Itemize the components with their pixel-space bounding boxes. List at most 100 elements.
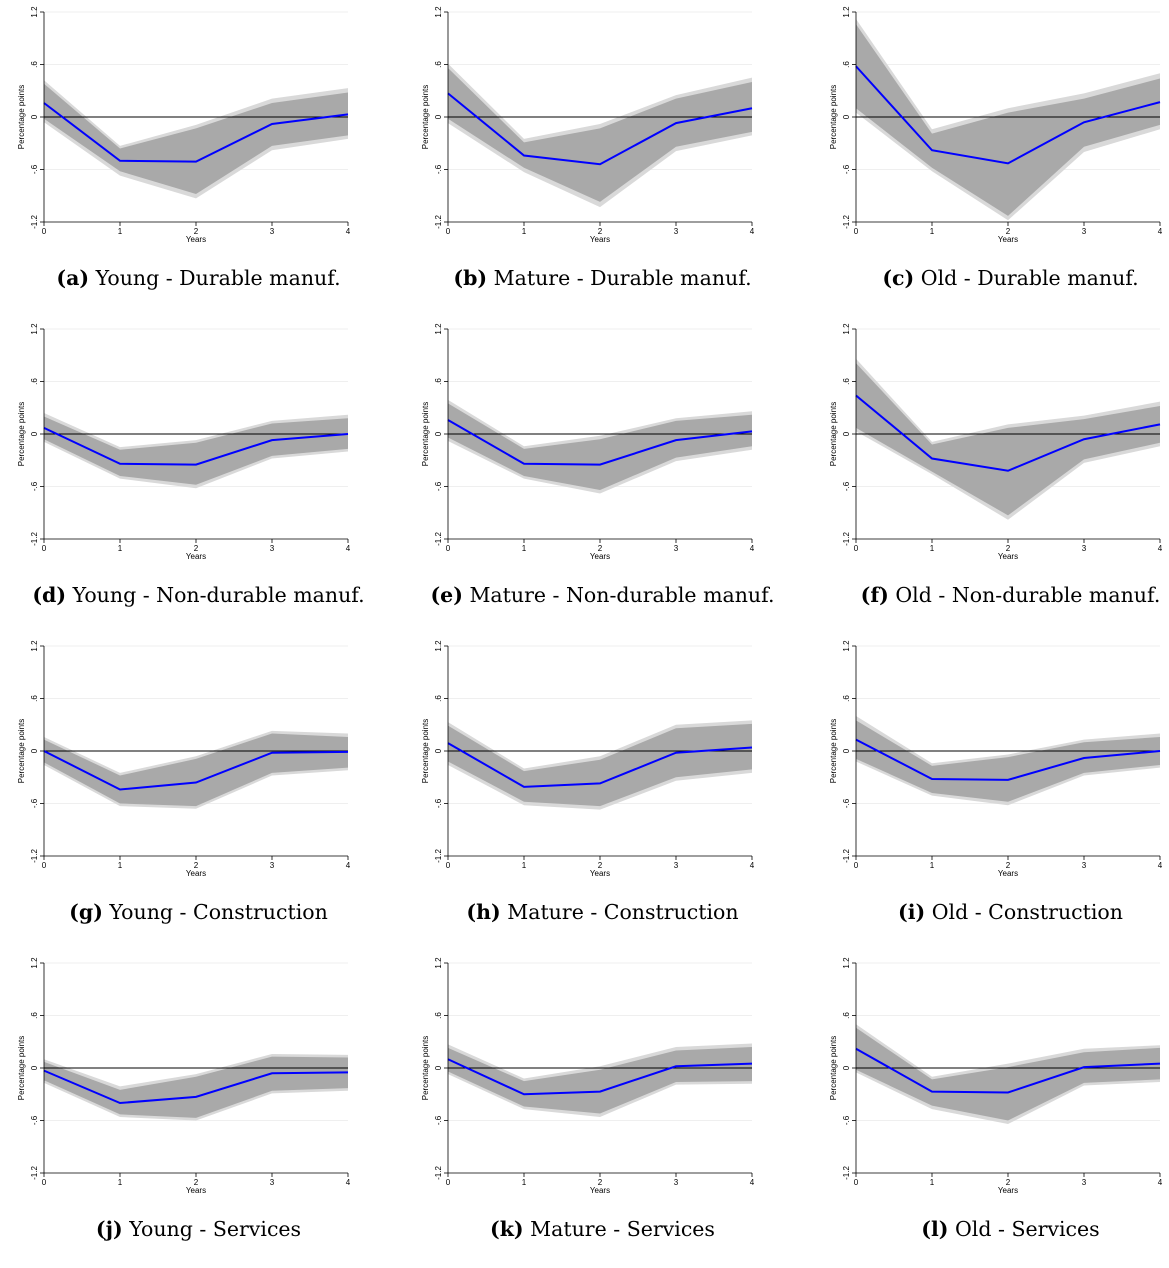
chart-caption: (f) Old - Non-durable manuf.	[816, 583, 1169, 607]
x-axis-title: Years	[998, 235, 1018, 244]
y-tick-label: -1.2	[842, 849, 851, 863]
y-tick-label: -.6	[434, 481, 443, 491]
y-tick-label: -.6	[30, 164, 39, 174]
x-tick-label: 4	[750, 861, 755, 870]
x-axis-title: Years	[998, 552, 1018, 561]
y-tick-label: 1.2	[842, 957, 851, 969]
y-tick-label: -1.2	[434, 532, 443, 546]
chart-svg: -1.2 -.6 0 .6 1.2 0 1 2 3 4 Years Percentage points	[8, 638, 355, 888]
y-tick-label: .6	[30, 1012, 39, 1019]
x-tick-label: 3	[674, 861, 679, 870]
estimate-line	[855, 738, 1161, 781]
y-tick-label: 0	[30, 1065, 39, 1070]
y-tick-label: 0	[434, 431, 443, 436]
caption-text: Young - Services	[122, 1217, 302, 1241]
caption-text: Old - Services	[948, 1217, 1100, 1241]
x-tick-label: 0	[446, 1178, 451, 1187]
x-tick-label: 2	[194, 227, 199, 236]
estimate-line	[855, 1047, 1161, 1094]
ci-band-inner	[856, 363, 1160, 516]
y-tick-label: -.6	[434, 1115, 443, 1125]
chart-caption: (a) Young - Durable manuf.	[4, 266, 393, 290]
caption-text: Young - Durable manuf.	[89, 266, 341, 290]
chart-svg: -1.2 -.6 0 .6 1.2 0 1 2 3 4 Years Percentage points	[412, 955, 759, 1205]
y-axis-title: Percentage points	[829, 719, 838, 784]
chart-caption: (d) Young - Non-durable manuf.	[4, 583, 393, 607]
estimate-line	[447, 419, 753, 466]
x-tick-label: 0	[854, 227, 859, 236]
chart-panel: -1.2 -.6 0 .6 1.2 0 1 2 3 4 Years Percentage points…	[816, 321, 1169, 634]
x-tick-label: 2	[194, 861, 199, 870]
x-axis-title: Years	[998, 869, 1018, 878]
caption-label: (h)	[466, 900, 501, 924]
x-axis-title: Years	[998, 1186, 1018, 1195]
y-tick-label: -1.2	[30, 1166, 39, 1180]
y-tick-label: -1.2	[434, 215, 443, 229]
chart-svg: -1.2 -.6 0 .6 1.2 0 1 2 3 4 Years Percentage points	[8, 955, 355, 1205]
caption-label: (k)	[490, 1217, 524, 1241]
ci-band-inner	[448, 403, 752, 490]
chart-panel: -1.2 -.6 0 .6 1.2 0 1 2 3 4 Years Percentage points…	[408, 321, 797, 634]
x-tick-label: 2	[598, 861, 603, 870]
y-tick-label: -.6	[30, 798, 39, 808]
y-tick-label: 0	[842, 431, 851, 436]
y-tick-label: 1.2	[434, 957, 443, 969]
x-tick-label: 3	[1082, 861, 1087, 870]
estimate-line	[447, 1058, 753, 1096]
x-tick-label: 2	[1006, 861, 1011, 870]
x-tick-label: 3	[270, 861, 275, 870]
y-tick-label: .6	[842, 61, 851, 68]
y-tick-label: .6	[30, 695, 39, 702]
y-tick-label: -.6	[842, 481, 851, 491]
x-axis-title: Years	[590, 552, 610, 561]
chart-caption: (k) Mature - Services	[408, 1217, 797, 1241]
estimate-line	[447, 92, 753, 166]
caption-text: Young - Construction	[102, 900, 328, 924]
chart-panel: -1.2 -.6 0 .6 1.2 0 1 2 3 4 Years Percentage points…	[816, 638, 1169, 951]
estimate-line	[43, 426, 349, 466]
y-tick-label: -.6	[434, 798, 443, 808]
ci-band-inner	[448, 68, 752, 202]
x-tick-label: 1	[930, 227, 935, 236]
estimate-line	[855, 65, 1161, 165]
y-tick-label: .6	[434, 1012, 443, 1019]
x-tick-label: 4	[1158, 544, 1163, 553]
chart-svg: -1.2 -.6 0 .6 1.2 0 1 2 3 4 Years Percentage points	[8, 4, 355, 254]
caption-label: (j)	[95, 1217, 123, 1241]
y-tick-label: -.6	[30, 1115, 39, 1125]
x-tick-label: 2	[598, 1178, 603, 1187]
x-tick-label: 4	[346, 1178, 351, 1187]
chart-panel: -1.2 -.6 0 .6 1.2 0 1 2 3 4 Years Percentage points…	[408, 955, 797, 1268]
y-tick-label: -1.2	[30, 532, 39, 546]
caption-text: Mature - Non-durable manuf.	[462, 583, 775, 607]
y-tick-label: 1.2	[842, 640, 851, 652]
chart-caption: (h) Mature - Construction	[408, 900, 797, 924]
y-tick-label: 0	[434, 1065, 443, 1070]
y-axis-title: Percentage points	[829, 85, 838, 150]
chart-caption: (j) Young - Services	[4, 1217, 393, 1241]
x-tick-label: 2	[598, 227, 603, 236]
y-axis-title: Percentage points	[17, 85, 26, 150]
x-axis-title: Years	[186, 869, 206, 878]
chart-caption: (g) Young - Construction	[4, 900, 393, 924]
x-axis-title: Years	[186, 1186, 206, 1195]
y-tick-label: 1.2	[434, 323, 443, 335]
x-tick-label: 1	[930, 861, 935, 870]
y-tick-label: .6	[434, 695, 443, 702]
y-tick-label: 0	[842, 114, 851, 119]
caption-label: (c)	[882, 266, 915, 290]
ci-band-inner	[44, 83, 348, 194]
chart-panel: -1.2 -.6 0 .6 1.2 0 1 2 3 4 Years Percentage points…	[816, 955, 1169, 1268]
y-tick-label: 1.2	[30, 6, 39, 18]
y-tick-label: 0	[30, 748, 39, 753]
x-tick-label: 0	[446, 227, 451, 236]
chart-svg: -1.2 -.6 0 .6 1.2 0 1 2 3 4 Years Percentage points	[820, 638, 1167, 888]
y-tick-label: -1.2	[30, 215, 39, 229]
x-tick-label: 2	[1006, 544, 1011, 553]
chart-svg: -1.2 -.6 0 .6 1.2 0 1 2 3 4 Years Percentage points	[412, 321, 759, 571]
chart-panel: -1.2 -.6 0 .6 1.2 0 1 2 3 4 Years Percentage points…	[4, 4, 393, 317]
y-axis-title: Percentage points	[421, 1036, 430, 1101]
x-tick-label: 1	[522, 861, 527, 870]
y-tick-label: -1.2	[434, 849, 443, 863]
chart-svg: -1.2 -.6 0 .6 1.2 0 1 2 3 4 Years Percentage points	[820, 321, 1167, 571]
